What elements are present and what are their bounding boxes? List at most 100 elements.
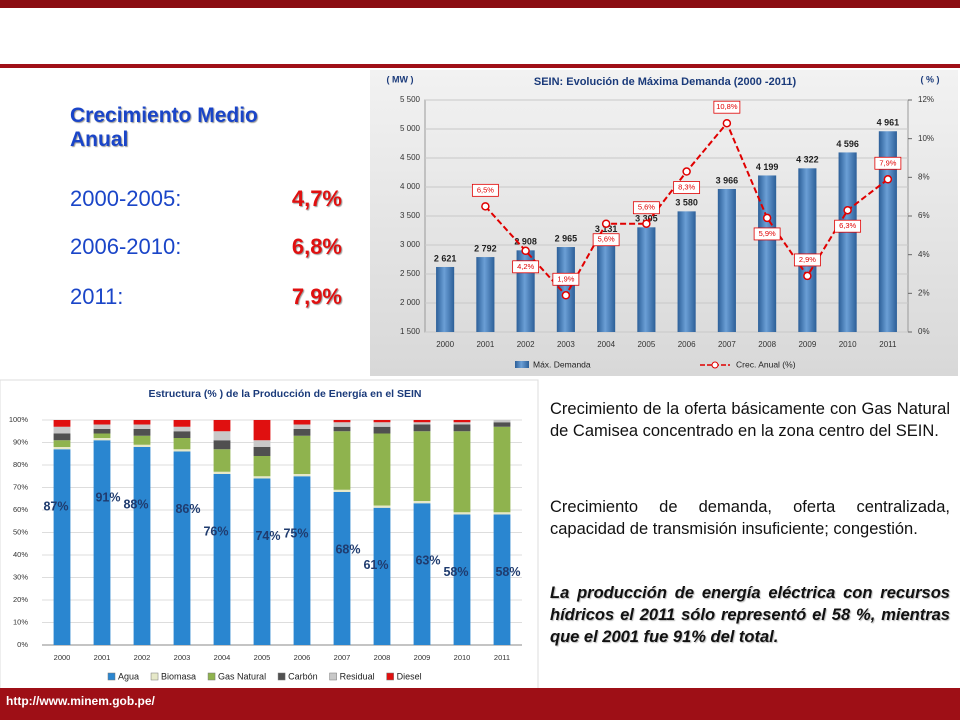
bar-segment <box>373 420 391 423</box>
summary-title: Crecimiento Medio Anual <box>70 104 258 151</box>
bar-segment <box>333 431 351 490</box>
y-tick-label: 3 000 <box>400 240 421 249</box>
x-tick-label: 2001 <box>476 340 494 349</box>
bar <box>476 257 495 332</box>
value-label: 76% <box>203 524 228 538</box>
value-label: 75% <box>283 527 308 541</box>
value-label: 61% <box>363 558 388 572</box>
y-tick-label: 90% <box>13 437 28 446</box>
value-label: 4 961 <box>877 118 900 128</box>
bar-segment <box>373 433 391 506</box>
label-box <box>874 156 902 170</box>
bar <box>717 188 736 332</box>
y2-tick-label: 2% <box>918 288 930 297</box>
bar-segment <box>373 507 391 645</box>
bar-segment <box>213 420 231 432</box>
bar <box>758 175 777 332</box>
value-label: 6,5% <box>477 185 494 194</box>
bar-segment <box>133 420 151 425</box>
bar-segment <box>293 435 311 474</box>
y-tick-label: 20% <box>13 595 28 604</box>
x-tick-label: 2010 <box>454 653 471 662</box>
bar <box>878 131 897 332</box>
y-tick-label: 2 500 <box>400 269 421 278</box>
label-box <box>753 227 781 241</box>
bar-segment <box>293 474 311 477</box>
x-tick-label: 2005 <box>637 340 655 349</box>
x-tick-label: 2010 <box>839 340 857 349</box>
x-tick-label: 2000 <box>54 653 71 662</box>
value-label: 4 199 <box>756 162 779 172</box>
label-box <box>713 100 741 114</box>
legend-label: Agua <box>118 671 139 681</box>
x-tick-label: 2011 <box>879 340 897 349</box>
x-tick-label: 2001 <box>94 653 111 662</box>
growth-marker <box>762 213 772 223</box>
legend-swatch <box>386 672 394 681</box>
value-label: 58% <box>495 565 520 579</box>
bar-segment <box>93 420 111 425</box>
bar-segment <box>173 449 191 452</box>
bar-segment <box>453 514 471 645</box>
value-label: 86% <box>175 502 200 516</box>
label-box <box>592 233 620 247</box>
bar <box>556 247 575 332</box>
x-tick-label: 2009 <box>414 653 431 662</box>
bar-segment <box>453 422 471 425</box>
x-tick-label: 2004 <box>214 653 231 662</box>
bar <box>637 227 656 332</box>
value-label: 5,6% <box>638 203 655 212</box>
value-label: 63% <box>415 554 440 568</box>
bar-segment <box>253 420 271 441</box>
value-label: 2 621 <box>434 253 457 263</box>
bar <box>838 152 857 332</box>
bar-segment <box>293 420 311 425</box>
bar-segment <box>253 478 271 645</box>
bar-segment <box>453 420 471 423</box>
bar-segment <box>293 424 311 429</box>
growth-marker <box>883 175 893 184</box>
bar-segment <box>213 471 231 474</box>
y2-tick-label: 8% <box>918 172 930 181</box>
legend-label: Máx. Demanda <box>533 359 591 369</box>
bar-segment <box>173 431 191 438</box>
legend-label: Biomasa <box>161 671 196 681</box>
growth-marker <box>642 219 651 228</box>
paragraph: Crecimiento de la oferta básicamente con… <box>550 400 950 440</box>
bar-segment <box>333 426 351 432</box>
rate: 7,9% <box>291 284 342 309</box>
value-label: 5,9% <box>759 229 776 238</box>
growth-marker <box>843 205 852 215</box>
growth-marker <box>521 246 530 256</box>
value-label: 2 965 <box>555 233 578 243</box>
value-label: 4 322 <box>796 155 819 165</box>
x-tick-label: 2007 <box>334 653 351 662</box>
bar-segment <box>453 512 471 515</box>
value-label: 8,3% <box>678 183 695 192</box>
chart-title: Estructura (% ) de la Producción de Ener… <box>148 388 421 400</box>
x-tick-label: 2005 <box>254 653 271 662</box>
x-tick-label: 2004 <box>597 340 615 349</box>
bar-segment <box>53 433 71 441</box>
x-tick-label: 2003 <box>557 340 575 349</box>
rate: 4,7% <box>291 186 342 211</box>
bar-segment <box>173 426 191 432</box>
growth-marker <box>803 271 812 281</box>
y-tick-label: 80% <box>13 460 28 469</box>
summary-item: 2011: 7,9% <box>70 284 342 310</box>
x-tick-label: 2011 <box>494 653 510 662</box>
bar-segment <box>133 447 151 645</box>
bar-segment <box>53 426 71 434</box>
growth-marker <box>601 219 611 228</box>
bar-segment <box>253 440 271 447</box>
bar-segment <box>173 420 191 427</box>
x-tick-label: 2002 <box>517 340 535 349</box>
bar-segment <box>53 440 71 447</box>
value-label: 3 580 <box>675 198 698 208</box>
bar-segment <box>93 438 111 441</box>
x-tick-label: 2007 <box>718 340 736 349</box>
value-label: 4 596 <box>836 139 859 149</box>
value-label: 2 792 <box>474 243 497 253</box>
value-label: 6,3% <box>839 221 856 230</box>
